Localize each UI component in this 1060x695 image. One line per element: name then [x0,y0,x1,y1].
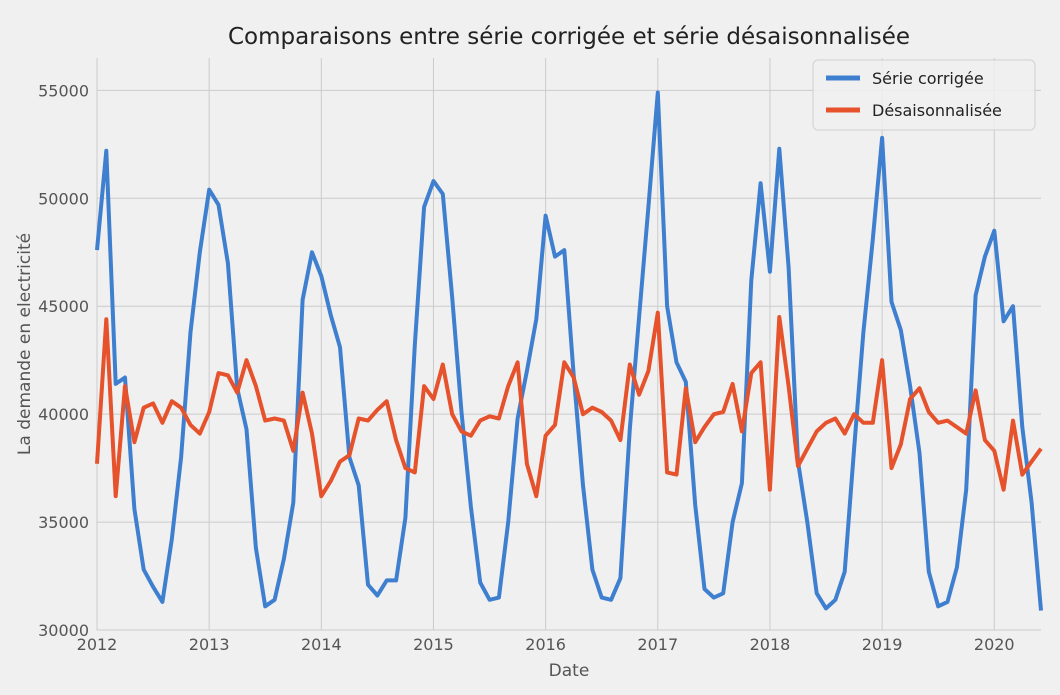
x-tick-label: 2012 [77,635,118,654]
y-tick-label: 40000 [38,405,89,424]
y-tick-label: 50000 [38,189,89,208]
chart-title: Comparaisons entre série corrigée et sér… [228,24,910,50]
series-line-serie-corrigee [95,90,1043,611]
x-tick-label: 2020 [974,635,1015,654]
y-tick-label: 30000 [38,621,89,640]
series-line-desaisonnalisee [95,310,1043,499]
tick-labels: 2012 2013 2014 2015 2016 2017 2018 2019 2020 3000… [38,81,1015,654]
x-axis-label: Date [549,661,590,681]
y-tick-label: 45000 [38,297,89,316]
y-tick-label: 35000 [38,513,89,532]
x-tick-label: 2016 [525,635,566,654]
x-tick-label: 2017 [637,635,678,654]
legend-label-serie-corrigee: Série corrigée [872,69,984,88]
x-tick-label: 2013 [189,635,230,654]
x-tick-label: 2019 [862,635,903,654]
legend-box [812,59,1036,131]
x-tick-label: 2014 [301,635,342,654]
y-axis-label: La demande en electricité [15,233,35,455]
y-tick-label: 55000 [38,81,89,100]
series-lines [95,90,1043,611]
x-tick-label: 2015 [413,635,454,654]
plot-area [97,58,1041,630]
legend: Série corrigée Désaisonnalisée [812,59,1036,131]
legend-label-desaisonnalisee: Désaisonnalisée [872,101,1002,120]
x-tick-label: 2018 [750,635,791,654]
